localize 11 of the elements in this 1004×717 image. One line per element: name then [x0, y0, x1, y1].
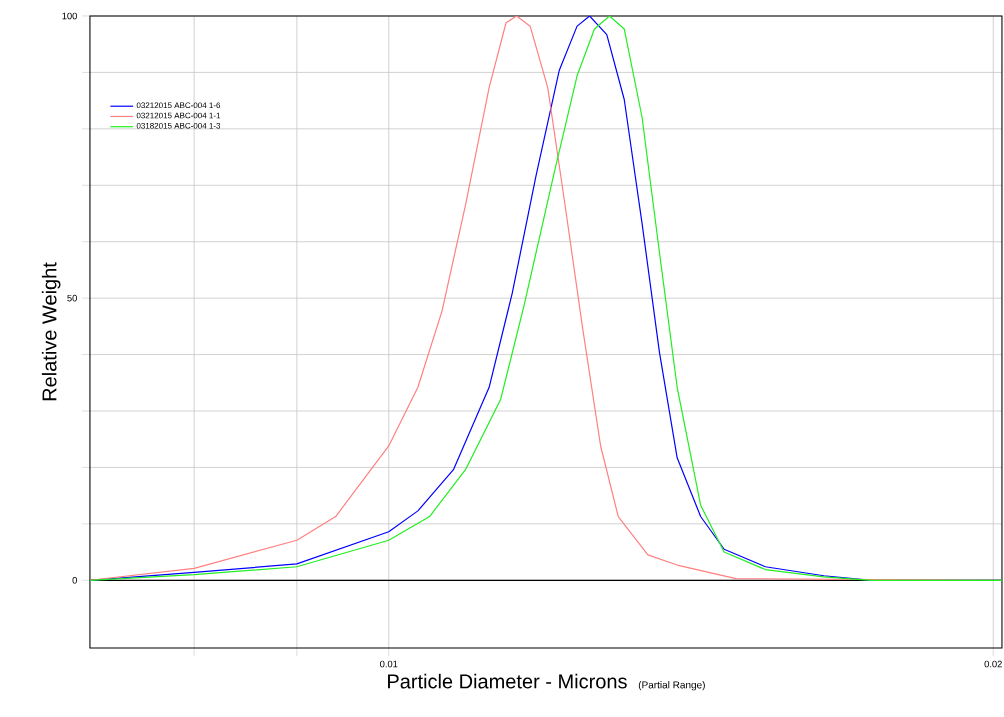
- y-axis-title: Relative Weight: [41, 262, 61, 401]
- legend-label: 03182015 ABC-004 1-3: [136, 122, 221, 129]
- legend-label: 03212015 ABC-004 1-1: [136, 112, 221, 119]
- x-tick-label: 0.01: [380, 660, 398, 668]
- text: (Partial Range): [638, 680, 705, 691]
- x-tick-label: 0.02: [984, 660, 1002, 668]
- y-tick-label: 100: [62, 12, 77, 20]
- legend-label: 03212015 ABC-004 1-6: [136, 102, 221, 108]
- x-axis-title: Particle Diameter - Microns: [388, 673, 627, 689]
- y-tick-label: 0: [72, 576, 77, 584]
- y-tick-label: 50: [67, 294, 77, 302]
